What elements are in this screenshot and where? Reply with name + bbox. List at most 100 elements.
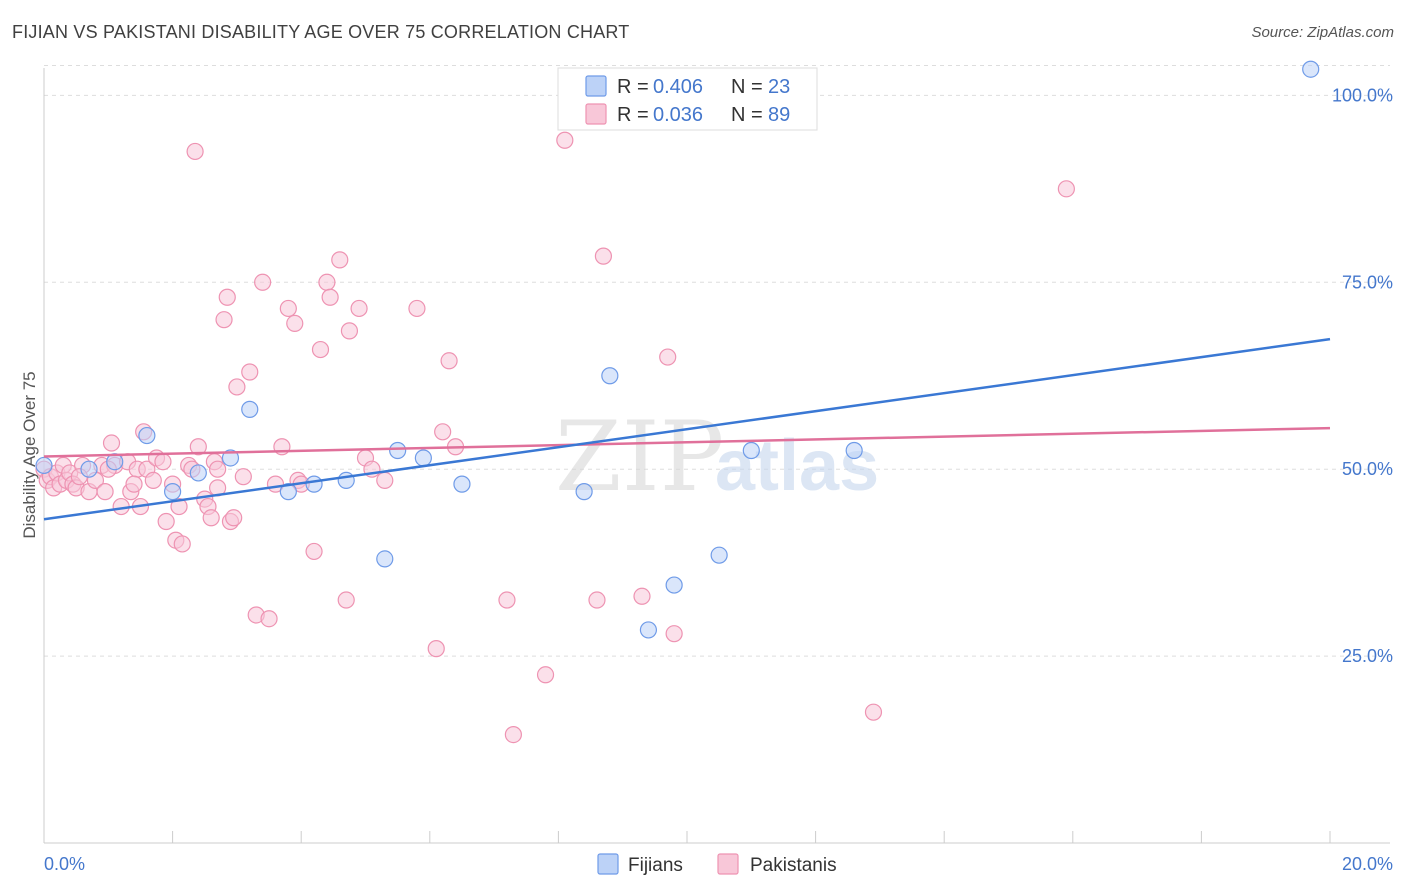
legend-n-label-fijians: N = [731, 76, 763, 98]
pakistanis-point [864, 703, 883, 721]
fijians-point [279, 483, 297, 501]
pakistanis-point [96, 483, 114, 501]
fijians-point [80, 460, 98, 478]
chart-title: FIJIAN VS PAKISTANI DISABILITY AGE OVER … [12, 22, 630, 42]
fijians-point [845, 441, 863, 460]
legend-swatch-fijians [585, 75, 607, 97]
y-tick-label: 100.0% [1332, 85, 1393, 105]
pakistanis-point [376, 471, 394, 490]
pakistanis-point [228, 378, 246, 396]
pakistanis-point [215, 311, 233, 329]
correlation-legend: R = 0.406 N = 23 R = 0.036 N = 89 [557, 67, 818, 131]
legend-r-label-fijians: R = [617, 76, 649, 98]
pakistanis-point [241, 363, 259, 381]
pakistanis-point [440, 352, 458, 370]
pakistanis-point [234, 468, 252, 486]
fijians-point [138, 426, 156, 445]
y-tick-label: 75.0% [1342, 272, 1393, 292]
pakistanis-point [588, 591, 606, 609]
pakistanis-point [331, 251, 349, 269]
fijians-point [710, 546, 728, 564]
series-legend-swatch-pakistanis [717, 853, 739, 875]
y-tick-label: 25.0% [1342, 646, 1393, 666]
series-legend: Fijians Pakistanis [597, 853, 837, 876]
pakistanis-point [170, 497, 188, 516]
legend-n-value-pakistanis: 89 [768, 104, 790, 126]
y-tick-labels: 25.0% 50.0% 75.0% 100.0% [1332, 85, 1393, 666]
pakistanis-point [659, 348, 677, 366]
pakistanis-point [536, 666, 555, 684]
pakistanis-point [144, 471, 162, 490]
pakistanis-point [1057, 180, 1075, 198]
source-label: Source: ZipAtlas.com [1251, 24, 1394, 41]
y-axis-title: Disability Age Over 75 [20, 371, 39, 538]
pakistanis-point [321, 288, 339, 306]
pakistanis-point [594, 247, 613, 265]
fijians-point [35, 456, 53, 475]
trend-lines [43, 337, 1331, 521]
pakistanis-point [102, 434, 121, 452]
pakistanis-point [260, 610, 278, 628]
series-legend-swatch-fijians [597, 853, 619, 875]
pakistanis-point [218, 288, 236, 306]
legend-swatch-pakistanis [585, 103, 607, 125]
pakistanis-point [337, 591, 355, 609]
fijians-point [639, 621, 658, 639]
pakistanis-point [311, 340, 330, 359]
pakistanis-point [633, 587, 651, 605]
pakistanis-point [408, 299, 426, 318]
series-legend-label-fijians: Fijians [628, 855, 683, 876]
fijians-point [389, 441, 407, 460]
fijians-point [665, 576, 683, 594]
series-legend-label-pakistanis: Pakistanis [750, 855, 837, 876]
pakistanis-point [665, 625, 683, 643]
pakistanis-point [279, 299, 297, 318]
fijians-point [1302, 60, 1320, 78]
pakistanis-point [434, 423, 452, 441]
pakistanis-point [189, 438, 207, 456]
pakistanis-point [173, 535, 191, 553]
pakistanis-points [35, 131, 1075, 744]
fijians-point [414, 449, 432, 467]
fijians-trend-line [43, 337, 1331, 521]
legend-r-value-fijians: 0.406 [653, 76, 703, 98]
legend-n-label-pakistanis: N = [731, 104, 763, 126]
pakistanis-point [498, 591, 516, 609]
x-tick-label-min: 0.0% [44, 854, 85, 874]
legend-r-label-pakistanis: R = [617, 104, 649, 126]
fijians-point [376, 550, 394, 568]
pakistanis-point [504, 725, 522, 744]
fijians-points [35, 60, 1320, 639]
pakistanis-point [350, 299, 368, 318]
fijians-point [575, 483, 593, 501]
fijians-point [601, 367, 619, 385]
pakistanis-point [318, 273, 336, 291]
gridlines [44, 64, 1390, 657]
pakistanis-point [254, 273, 272, 291]
fijians-point [305, 475, 323, 493]
pakistanis-trend-line [43, 426, 1331, 458]
fijians-point [189, 464, 207, 482]
legend-r-value-pakistanis: 0.036 [653, 104, 703, 126]
pakistanis-point [427, 640, 445, 658]
pakistanis-point [340, 322, 359, 340]
pakistanis-point [125, 475, 143, 493]
pakistanis-point [225, 509, 243, 527]
pakistanis-point [186, 142, 204, 161]
fijians-point [742, 441, 760, 460]
pakistanis-point [154, 453, 172, 471]
pakistanis-point [202, 509, 220, 527]
fijians-point [164, 483, 182, 501]
pakistanis-point [305, 542, 323, 561]
x-tick-label-max: 20.0% [1342, 854, 1393, 874]
fijians-point [337, 471, 355, 490]
fijians-point [241, 400, 259, 418]
pakistanis-point [209, 460, 227, 478]
fijians-point [453, 475, 471, 493]
y-tick-label: 50.0% [1342, 459, 1393, 479]
pakistanis-point [286, 314, 304, 333]
pakistanis-point [157, 512, 175, 531]
legend-n-value-fijians: 23 [768, 76, 790, 98]
fijians-point [221, 449, 240, 467]
